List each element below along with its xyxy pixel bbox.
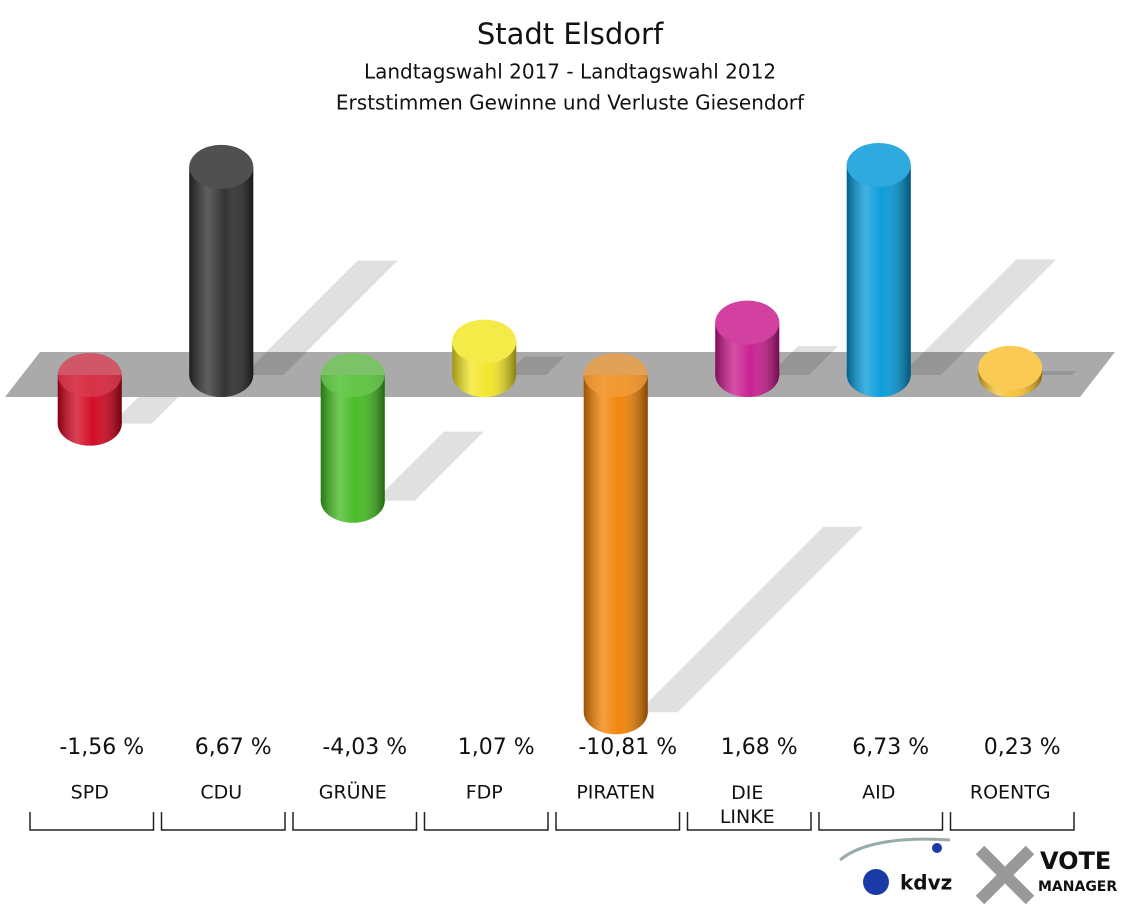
logo: kdvz VOTE MANAGER — [839, 837, 1117, 905]
value-label: 1,07 % — [458, 735, 535, 760]
category-bracket — [949, 812, 1075, 831]
bar-shadow — [1032, 371, 1077, 375]
bar-cap — [452, 319, 517, 364]
value-label: 1,68 % — [721, 735, 798, 760]
bar-cap-light — [320, 353, 385, 397]
logo-swoosh — [839, 837, 951, 862]
bar-cap-light — [583, 353, 648, 397]
category-bracket — [423, 812, 549, 831]
bar-shadow — [374, 431, 484, 501]
logo-text: MANAGER — [1038, 879, 1117, 895]
bar-shade — [583, 375, 648, 713]
x-tick-label: CDU — [200, 782, 242, 804]
category-bracket — [29, 812, 155, 831]
logo-brand: kdvz — [900, 871, 952, 895]
bar-shadow — [506, 356, 565, 375]
logo-text: VOTE — [1040, 847, 1111, 875]
logo-ball — [863, 869, 889, 895]
x-tick-label: SPD — [71, 782, 109, 804]
category-bracket — [292, 812, 418, 831]
value-label: 6,73 % — [852, 735, 929, 760]
chart-subtitle: Erststimmen Gewinne und Verluste Giesend… — [336, 91, 805, 115]
chart-title: Stadt Elsdorf — [477, 17, 664, 51]
x-tick-label: DIE LINKE — [720, 782, 775, 828]
bar-cap-light — [846, 143, 911, 187]
x-tick-label: GRÜNE — [319, 781, 387, 804]
value-label: -4,03 % — [322, 735, 407, 760]
bar-shadow — [637, 526, 864, 713]
bar-cap — [57, 353, 122, 397]
bar-cap — [715, 300, 780, 345]
bar-shadow — [769, 346, 839, 375]
bar-cap-light — [452, 319, 517, 364]
value-label: 6,67 % — [195, 735, 272, 760]
bar-cap-light — [978, 345, 1043, 390]
x-tick-label: FDP — [466, 782, 503, 804]
value-label: -10,81 % — [578, 735, 677, 760]
value-label: -1,56 % — [59, 735, 144, 760]
bar-cap — [846, 143, 911, 187]
value-label: 0,23 % — [984, 735, 1061, 760]
bar-shadow — [243, 260, 398, 375]
logo-dot — [932, 843, 942, 853]
category-bracket — [818, 812, 944, 831]
zero-band — [5, 352, 1115, 397]
bar-cap-light — [715, 300, 780, 345]
category-bracket — [686, 812, 812, 831]
bar-cap-light — [189, 144, 254, 189]
bar-shade — [846, 165, 911, 375]
chart-subtitle: Landtagswahl 2017 - Landtagswahl 2012 — [364, 60, 776, 84]
bar-cap — [189, 144, 254, 189]
category-bracket — [555, 812, 681, 831]
category-bracket — [160, 812, 286, 831]
bar-cap — [320, 353, 385, 397]
x-tick-label: AID — [862, 782, 895, 804]
bar-shade — [189, 166, 254, 375]
x-tick-label: ROENTG — [970, 782, 1051, 804]
bar-cap-light — [57, 353, 122, 397]
bar-cap — [583, 353, 648, 397]
bar-shadow — [111, 396, 179, 424]
bar-cap — [978, 345, 1043, 390]
x-tick-label: PIRATEN — [576, 782, 655, 804]
logo-cross — [975, 845, 1035, 905]
bar-shadow — [900, 259, 1057, 375]
